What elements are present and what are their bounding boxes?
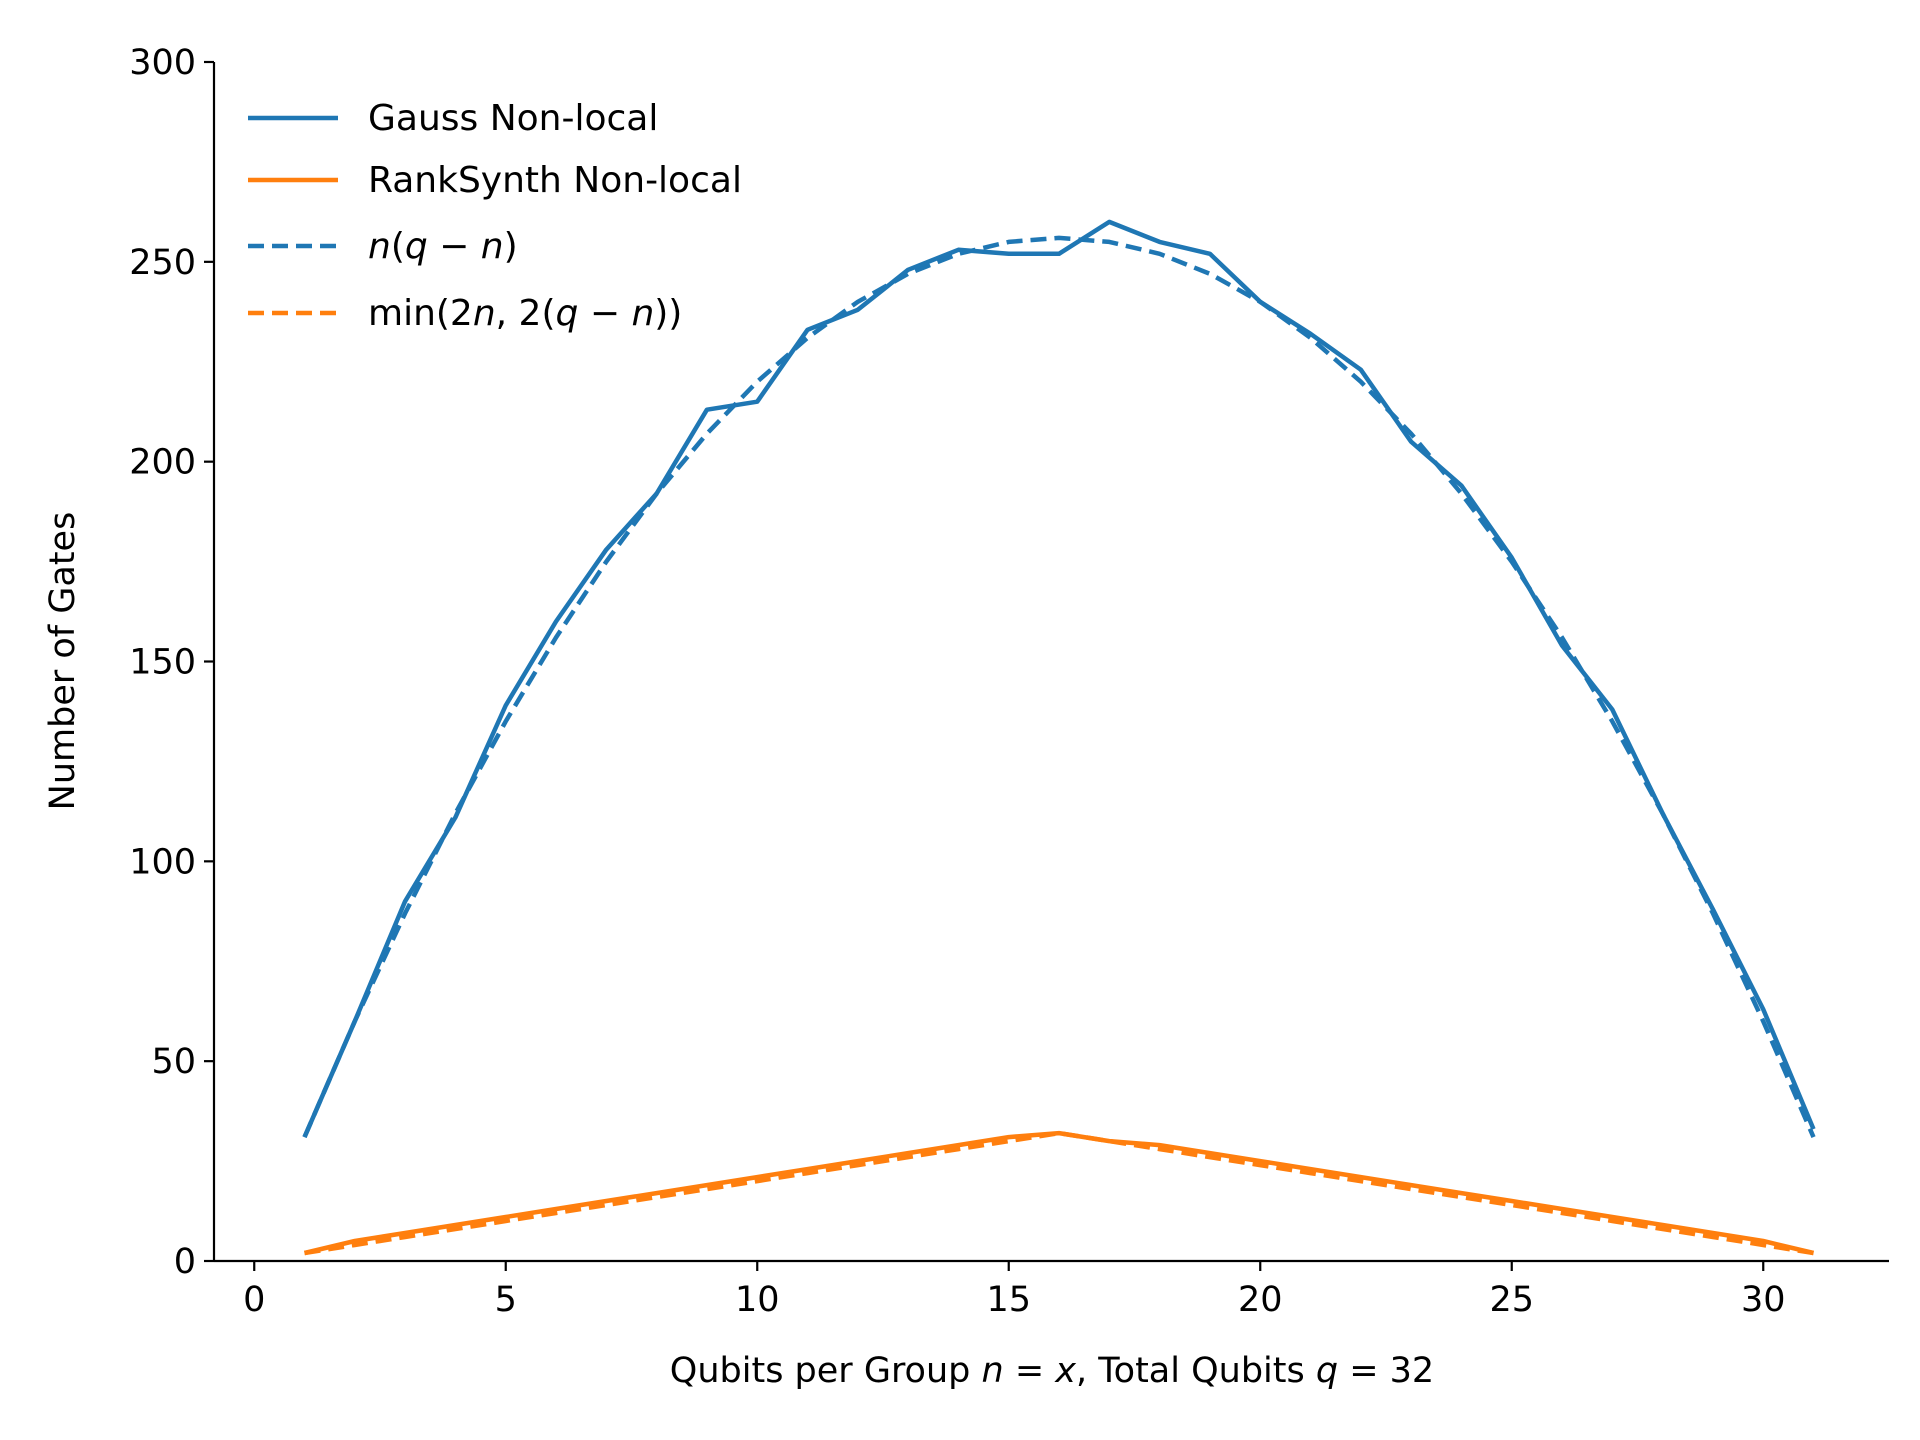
series-line-2 [302, 235, 1816, 1138]
y-tick-label: 100 [129, 842, 196, 882]
x-axis-label-q: q [1316, 1351, 1338, 1391]
legend-label-gauss: Gauss Non-local [368, 98, 658, 139]
x-tick-label: 0 [243, 1280, 265, 1320]
y-tick-label: 250 [129, 243, 196, 283]
series-line-1 [303, 1130, 1815, 1256]
legend-label-nqn: n(q − n) [368, 226, 518, 267]
x-axis-label-part-1: Qubits per Group [670, 1351, 982, 1391]
x-axis-label-part-2: , Total Qubits [1076, 1351, 1316, 1391]
x-tick-label: 15 [986, 1280, 1031, 1320]
x-tick-label: 5 [495, 1280, 517, 1320]
y-axis-label: Number of Gates [43, 512, 83, 811]
y-tick-label: 300 [129, 43, 196, 83]
legend: Gauss Non-local RankSynth Non-local n(q … [248, 98, 742, 334]
x-tick-label: 10 [735, 1280, 780, 1320]
x-axis-label-eq-1: = [1004, 1351, 1056, 1391]
series-line-3 [304, 1130, 1814, 1256]
x-axis-label-n: n [982, 1351, 1004, 1391]
y-tick-label: 150 [129, 643, 196, 683]
series-line-0 [302, 219, 1816, 1138]
x-tick-label: 25 [1489, 1280, 1534, 1320]
series-layer [302, 219, 1816, 1256]
x-tick-label: 20 [1238, 1280, 1283, 1320]
y-tick-label: 0 [174, 1242, 196, 1282]
y-tick-label: 50 [151, 1042, 196, 1082]
x-axis-label-eq-2: = 32 [1338, 1351, 1434, 1391]
legend-label-ranksynth: RankSynth Non-local [368, 160, 742, 201]
x-axis-label: Qubits per Group n = x, Total Qubits q =… [670, 1351, 1434, 1391]
y-tick-label: 200 [129, 443, 196, 483]
x-tick-label: 30 [1741, 1280, 1786, 1320]
legend-label-min: min(2n, 2(q − n)) [368, 293, 682, 334]
x-axis-label-x: x [1054, 1351, 1076, 1391]
